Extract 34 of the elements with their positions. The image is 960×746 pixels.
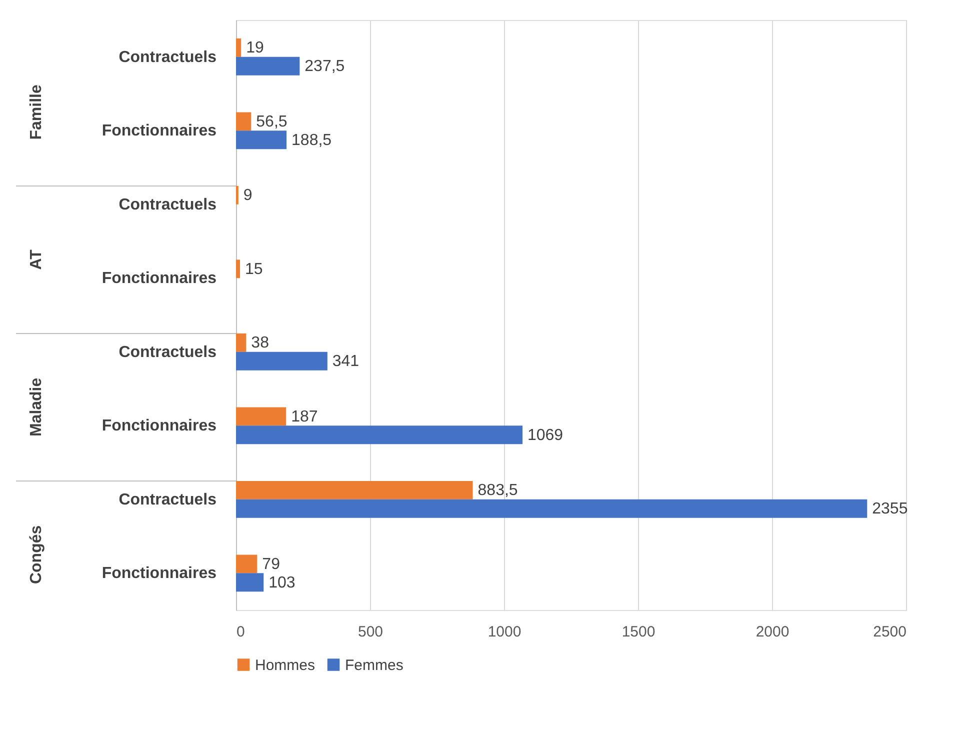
data-label: 56,5 (256, 113, 288, 130)
text: Famille (28, 84, 45, 140)
data-label: 15 (245, 260, 263, 278)
x-tick-label: 500 (358, 624, 384, 640)
y-tick-label: Contractuels (118, 48, 217, 66)
data-label: 19 (246, 40, 264, 57)
data-label: 103 (268, 574, 296, 592)
text: Congés (28, 525, 45, 584)
data-label: 883,5 (478, 482, 518, 500)
data-label: 2355 (872, 500, 908, 518)
data-label: 237,5 (304, 58, 345, 76)
data-label: 38 (251, 334, 270, 352)
y-tick-label: Contractuels (118, 344, 217, 361)
text: AT (28, 249, 45, 270)
data-label: 9 (243, 187, 252, 204)
legend-label: Hommes (255, 656, 316, 674)
y-tick-label: Fonctionnaires (102, 565, 217, 582)
x-tick-label: 2500 (873, 624, 906, 640)
data-label: 341 (332, 353, 360, 370)
data-label: 79 (262, 556, 280, 573)
data-label: 188,5 (292, 132, 332, 149)
text: Maladie (28, 378, 45, 437)
y-tick-label: Contractuels (118, 196, 217, 214)
x-tick-label: 1500 (622, 624, 656, 640)
y-tick-label: Contractuels (118, 491, 217, 508)
y-tick-label: Fonctionnaires (102, 122, 217, 140)
x-tick-label: 0 (236, 624, 245, 640)
data-label: 187 (291, 408, 318, 426)
data-label: 1069 (527, 426, 564, 444)
legend-label: Femmes (345, 656, 404, 674)
y-tick-label: Fonctionnaires (102, 418, 217, 435)
x-tick-label: 2000 (756, 624, 790, 640)
x-tick-label: 1000 (488, 624, 522, 640)
y-tick-label: Fonctionnaires (102, 270, 217, 288)
